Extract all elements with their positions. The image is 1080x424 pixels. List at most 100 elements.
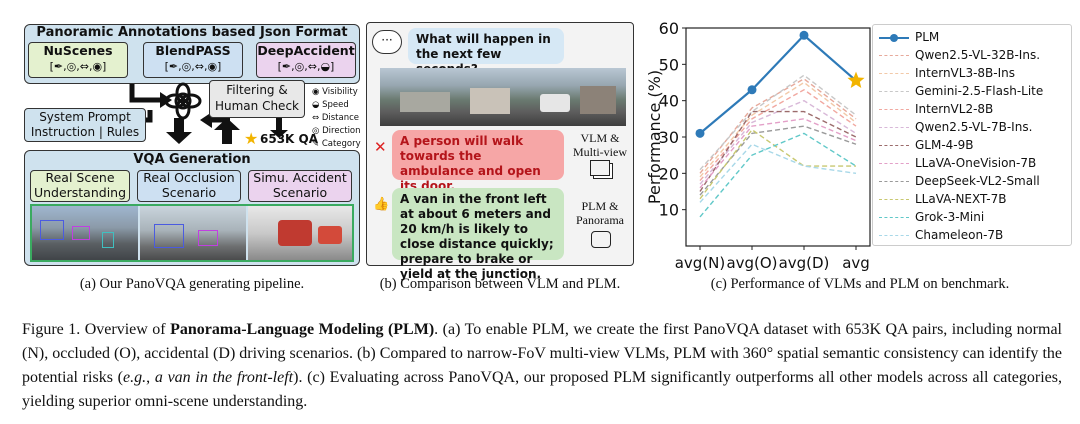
caption-a: (a) Our PanoVQA generating pipeline. — [79, 276, 305, 292]
tag-icon: ✎ — [312, 139, 320, 149]
legend-swatch — [879, 127, 909, 128]
legend-swatch — [879, 181, 909, 182]
vqa-type-accident: Simu. Accident Scenario — [248, 170, 352, 202]
y-axis-label: Performance (%) — [645, 70, 664, 204]
legend-entry: LLaVA-NEXT-7B — [873, 190, 1063, 209]
legend-swatch — [879, 55, 909, 56]
source-symbols: [✒,◎,⇔,◒] — [277, 60, 335, 73]
legend-swatch — [879, 163, 909, 164]
legend-entry: Qwen2.5-VL-7B-Ins. — [873, 118, 1063, 137]
x-tick-label: avg(D) — [779, 254, 830, 272]
legend-swatch — [879, 34, 909, 42]
legend-label: Grok-3-Mini — [915, 210, 985, 224]
qa-count: 653K QA — [260, 132, 319, 146]
legend-entry: Grok-3-Mini — [873, 208, 1063, 227]
source-name: NuScenes — [43, 43, 113, 58]
source-symbols: [✒,◎,⇔,◉] — [164, 60, 222, 73]
legend-label: InternVL3-8B-Ins — [915, 66, 1016, 80]
scene-image-real — [32, 206, 138, 260]
legend-label: Qwen2.5-VL-7B-Ins. — [915, 120, 1033, 134]
legend-marker — [890, 34, 898, 42]
y-tick-label: 20 — [659, 164, 679, 183]
system-prompt-label: System Prompt Instruction | Rules — [30, 110, 140, 139]
plm-label: PLM & Panorama — [576, 199, 624, 227]
legend-entry: InternVL3-8B-Ins — [873, 64, 1063, 83]
plm-answer-bubble: A van in the front left at about 6 meter… — [392, 188, 564, 281]
source-nuscenes: NuScenes [✒,◎,⇔,◉] — [28, 42, 128, 78]
speedometer-icon: ◒ — [312, 100, 320, 110]
question-bubble: What will happen in the next few seconds… — [408, 28, 564, 76]
legend-item: ◉ Visibility — [312, 87, 358, 97]
figure-caption: Figure 1. Overview of Panorama-Language … — [22, 318, 1062, 414]
vqa-type-occlusion: Real Occlusion Scenario — [137, 170, 241, 202]
series-line-llava-onevision-7b — [699, 118, 857, 189]
plm-highlight-star — [847, 71, 865, 88]
series-line-plm — [699, 33, 857, 135]
chart-legend: PLM Qwen2.5-VL-32B-Ins. InternVL3-8B-Ins Ge… — [872, 24, 1072, 246]
legend-label: DeepSeek-VL2-Small — [915, 174, 1040, 188]
series-line-qwen2-5-vl-32b-ins- — [699, 78, 857, 174]
caption-b: (b) Comparison between VLM and PLM. — [379, 276, 621, 292]
legend-label: LLaVA-OneVision-7B — [915, 156, 1037, 170]
legend-swatch — [879, 91, 909, 92]
legend-entry: Gemini-2.5-Flash-Lite — [873, 82, 1063, 101]
legend-label: Chameleon-7B — [915, 228, 1004, 242]
legend-entry: Chameleon-7B — [873, 226, 1063, 245]
filtering-box: Filtering & Human Check — [209, 80, 305, 118]
legend-label: InternVL2-8B — [915, 102, 994, 116]
series-line-chameleon-7b — [699, 143, 857, 203]
legend-label: GLM-4-9B — [915, 138, 974, 152]
figure-comma: , — [146, 369, 155, 386]
scene-image-occlusion — [140, 206, 246, 260]
y-tick-label: 30 — [659, 128, 679, 147]
wrong-mark-icon: ✕ — [374, 138, 387, 156]
figure-label: Figure 1. — [22, 321, 81, 338]
chat-icon: ··· — [372, 30, 402, 54]
performance-chart: 10 20 30 40 50 60 avg(N) avg(O) avg(D) avg Perform… — [645, 19, 871, 272]
figure-italic: a van in the front-left — [154, 369, 294, 386]
series-line-grok-3-mini — [699, 132, 857, 218]
legend-entry: GLM-4-9B — [873, 136, 1063, 155]
figure-intro: Overview of — [84, 321, 166, 338]
y-tick-label: 40 — [659, 92, 679, 111]
series-line-llava-next-7b — [699, 128, 856, 200]
plm-data-point — [695, 128, 705, 138]
source-name: DeepAccident — [257, 43, 355, 58]
legend-label: Qwen2.5-VL-32B-Ins. — [915, 48, 1041, 62]
multiview-icon — [590, 160, 610, 176]
arrows-icon: ⇔ — [312, 113, 320, 123]
eye-icon: ◉ — [312, 87, 320, 97]
legend-label: LLaVA-NEXT-7B — [915, 192, 1007, 206]
plm-data-point — [799, 30, 809, 40]
legend-entry: DeepSeek-VL2-Small — [873, 172, 1063, 191]
panorama-icon — [591, 231, 611, 248]
legend-item: ◎ Direction — [312, 126, 361, 136]
star-icon: ★ — [244, 129, 259, 148]
legend-entry: PLM — [873, 28, 1063, 47]
vlm-label: VLM & Multi-view — [573, 131, 627, 159]
scene-image-strip — [30, 204, 354, 262]
series-line-internvl3-8b-ins — [699, 81, 857, 178]
legend-swatch — [879, 73, 909, 74]
thumbs-up-icon: 👍 — [373, 197, 390, 212]
y-tick-label: 60 — [659, 19, 679, 38]
x-tick-label: avg(O) — [726, 254, 777, 272]
system-prompt-box: System Prompt Instruction | Rules — [24, 108, 146, 142]
y-tick-label: 50 — [659, 55, 679, 74]
scene-image-accident — [248, 206, 352, 260]
plm-data-point — [747, 85, 757, 95]
vqa-type-real-scene: Real Scene Understanding — [30, 170, 130, 202]
source-symbols: [✒,◎,⇔,◉] — [49, 60, 107, 73]
legend-swatch — [879, 145, 909, 146]
source-name: BlendPASS — [155, 43, 231, 58]
filtering-label: Filtering & Human Check — [214, 83, 299, 113]
legend-entry: InternVL2-8B — [873, 100, 1063, 119]
figure-text-1: . (a) To enable PLM, we create the first… — [22, 321, 1062, 386]
legend-swatch — [879, 217, 909, 218]
caption-c: (c) Performance of VLMs and PLM on bench… — [710, 276, 1010, 292]
target-icon: ◎ — [312, 126, 320, 136]
source-blendpass: BlendPASS [✒,◎,⇔,◉] — [143, 42, 243, 78]
figure-text-2: ). (c) Evaluating across PanoVQA, our pr… — [22, 369, 1063, 410]
legend-item: ⇔ Distance — [312, 113, 359, 123]
plot-frame — [685, 27, 871, 247]
